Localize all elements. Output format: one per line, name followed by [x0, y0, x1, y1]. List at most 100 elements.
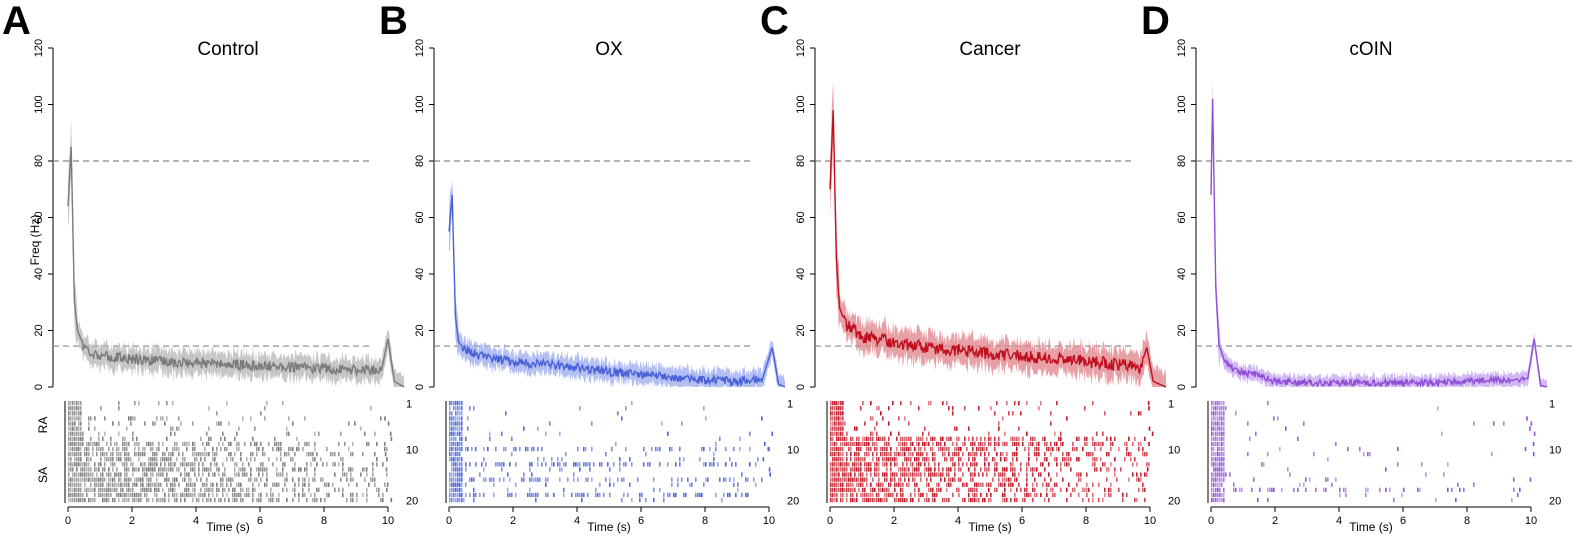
spike-mark	[1004, 492, 1006, 498]
spike-mark	[834, 426, 836, 431]
spike-mark	[186, 441, 188, 447]
spike-mark	[876, 467, 878, 472]
spike-mark	[469, 477, 471, 482]
spike-mark	[1002, 452, 1004, 457]
spike-mark	[104, 492, 106, 498]
spike-mark	[453, 426, 455, 431]
raster-row	[449, 472, 771, 477]
raster-row	[1211, 416, 1528, 421]
spike-mark	[352, 497, 354, 503]
spike-mark	[974, 452, 976, 457]
spike-mark	[108, 482, 110, 487]
spike-mark	[184, 457, 186, 462]
spike-mark	[286, 452, 288, 457]
spike-mark	[878, 462, 880, 467]
spike-mark	[719, 436, 721, 441]
spike-mark	[856, 477, 858, 482]
spike-mark	[204, 457, 206, 462]
spike-mark	[902, 482, 904, 487]
spike-mark	[896, 462, 898, 467]
spike-mark	[461, 497, 463, 503]
spike-mark	[1024, 446, 1026, 452]
spike-mark	[1018, 472, 1020, 477]
spike-mark	[451, 441, 453, 447]
spike-mark	[188, 482, 190, 487]
spike-mark	[324, 482, 326, 487]
spike-mark	[673, 492, 675, 498]
spike-mark	[944, 457, 946, 462]
spike-mark	[515, 492, 517, 498]
spike-mark	[1241, 487, 1243, 492]
spike-mark	[226, 446, 228, 452]
spike-mark	[328, 482, 330, 487]
spike-mark	[850, 467, 852, 472]
spike-mark	[479, 472, 481, 477]
raster-row-tick: 10	[1168, 444, 1180, 456]
spike-mark	[156, 482, 158, 487]
spike-mark	[896, 472, 898, 477]
spike-mark	[465, 492, 467, 498]
spike-mark	[224, 497, 226, 503]
spike-mark	[1034, 487, 1036, 492]
spike-mark	[152, 446, 154, 452]
spike-mark	[862, 477, 864, 482]
spike-mark	[834, 472, 836, 477]
spike-mark	[966, 482, 968, 487]
spike-mark	[868, 452, 870, 457]
spike-mark	[834, 487, 836, 492]
spike-mark	[338, 462, 340, 467]
spike-mark	[198, 467, 200, 472]
spike-mark	[545, 482, 547, 487]
spike-mark	[352, 452, 354, 457]
spike-mark	[902, 441, 904, 447]
spike-mark	[136, 436, 138, 441]
spike-mark	[669, 492, 671, 498]
spike-mark	[306, 441, 308, 447]
spike-mark	[848, 477, 850, 482]
spike-mark	[852, 467, 854, 472]
spike-mark	[1054, 492, 1056, 498]
spike-mark	[142, 487, 144, 492]
spike-mark	[1532, 452, 1535, 457]
spike-mark	[1261, 462, 1263, 467]
spike-mark	[850, 487, 852, 492]
spike-mark	[94, 462, 96, 467]
spike-mark	[908, 467, 910, 472]
spike-mark	[196, 452, 198, 457]
raster-row	[830, 477, 1142, 482]
raster-row	[449, 477, 763, 482]
spike-mark	[453, 421, 455, 426]
spike-mark	[838, 436, 840, 441]
spike-mark	[1223, 457, 1225, 462]
spike-mark	[830, 421, 832, 426]
spike-mark	[968, 457, 970, 462]
spike-mark	[276, 497, 278, 503]
spike-mark	[98, 492, 100, 498]
spike-mark	[1215, 431, 1217, 436]
spike-mark	[846, 441, 848, 447]
spike-mark	[108, 487, 110, 492]
spike-mark	[489, 436, 491, 441]
spike-mark	[471, 446, 473, 452]
spike-mark	[216, 492, 218, 498]
spike-mark	[974, 457, 976, 462]
spike-mark	[294, 492, 296, 498]
spike-mark	[278, 482, 280, 487]
spike-mark	[924, 441, 926, 447]
spike-mark	[1459, 487, 1461, 492]
spike-mark	[1060, 441, 1062, 447]
spike-mark	[228, 477, 230, 482]
spike-mark	[260, 497, 262, 503]
spike-mark	[978, 441, 980, 447]
spike-mark	[946, 436, 948, 441]
spike-mark	[451, 457, 453, 462]
spike-mark	[451, 497, 453, 503]
spike-mark	[457, 411, 459, 416]
spike-mark	[96, 467, 98, 472]
spike-mark	[589, 467, 591, 472]
spike-mark	[98, 487, 100, 492]
spike-mark	[314, 431, 316, 436]
spike-mark	[457, 492, 459, 498]
spike-mark	[968, 467, 970, 472]
